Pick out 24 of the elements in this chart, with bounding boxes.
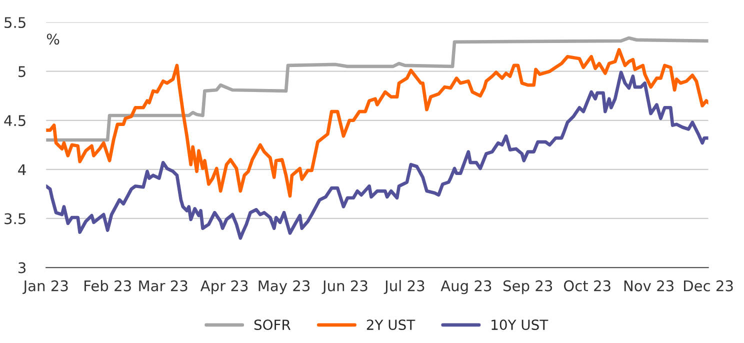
x-tick-label: Jul 23: [384, 280, 424, 294]
y-tick-label: 5: [18, 66, 26, 78]
x-tick-label: Feb 23: [84, 280, 131, 292]
y-tick-label: 3: [18, 262, 26, 274]
x-tick-label: May 23: [258, 280, 310, 294]
x-tick-label: Dec 23: [684, 280, 733, 292]
x-tick-label: Aug 23: [440, 280, 492, 294]
x-tick-label: Sep 23: [504, 280, 552, 294]
y-tick-label: 4.5: [4, 115, 26, 126]
line-series: [46, 70, 708, 240]
y-axis-title: %: [46, 34, 60, 45]
y-tick-label: 3.5: [4, 213, 26, 224]
x-tick-label: Apr 23: [200, 280, 248, 294]
x-tick-label: Nov 23: [624, 280, 674, 292]
y-tick-label: 4: [18, 164, 26, 175]
legend-label: 10Y UST: [492, 320, 548, 330]
x-tick-label: Mar 23: [139, 280, 188, 292]
y-tick-label: 5.5: [4, 17, 26, 28]
x-tick-label: Jan 23: [22, 280, 68, 294]
x-tick-label: Jun 23: [322, 280, 368, 294]
legend-label: 2Y UST: [366, 320, 416, 330]
x-tick-label: Oct 23: [564, 280, 610, 292]
legend-label: SOFR: [254, 320, 290, 330]
line-series: [46, 48, 708, 198]
